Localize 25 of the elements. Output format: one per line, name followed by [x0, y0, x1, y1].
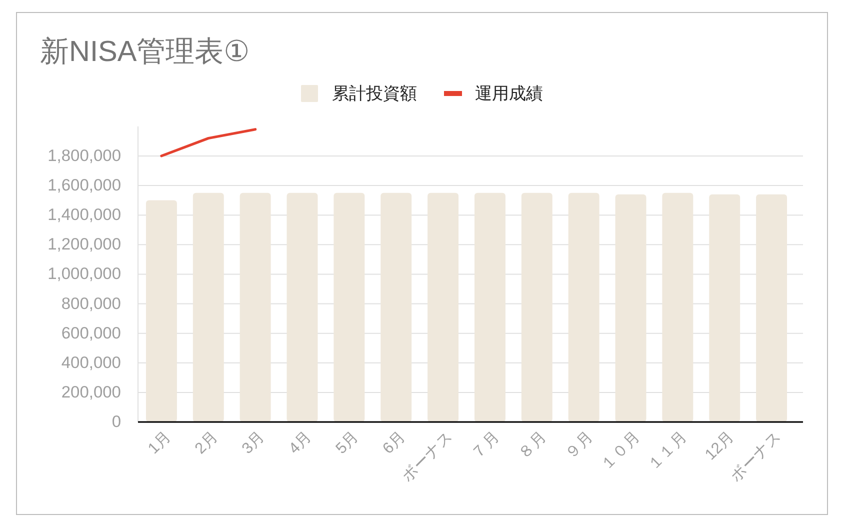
x-tick-label: ８月	[515, 428, 550, 463]
legend-label: 累計投資額	[332, 84, 417, 103]
y-tick-label: 1,200,000	[48, 236, 121, 254]
x-tick-label: 1月	[145, 428, 174, 458]
x-tick-label: 12月	[702, 428, 738, 464]
x-tick-label: ９月	[562, 428, 597, 463]
y-tick-label: 1,600,000	[48, 176, 121, 195]
y-tick-label: 200,000	[61, 383, 121, 402]
title: 新NISA管理表①	[40, 36, 250, 68]
x-tick-label: ７月	[468, 428, 503, 463]
x-tick-label: 2月	[192, 428, 222, 458]
x-tick-label: 6月	[380, 428, 410, 458]
legend-label: 運用成績	[475, 84, 543, 103]
x-tick-label: 4月	[286, 428, 316, 458]
y-tick-label: 0	[112, 413, 121, 431]
y-tick-label: 1,000,000	[48, 265, 121, 284]
x-tick-label: 3月	[238, 428, 268, 458]
y-tick-label: 1,400,000	[48, 206, 121, 224]
y-tick-label: 1,800,000	[48, 146, 121, 165]
x-tick-label: １０月	[598, 428, 644, 474]
y-tick-label: 600,000	[61, 324, 121, 342]
x-tick-label: １１月	[644, 428, 691, 474]
y-tick-label: 400,000	[61, 354, 121, 372]
y-tick-label: 800,000	[61, 294, 121, 313]
x-tick-label: 5月	[332, 428, 362, 458]
